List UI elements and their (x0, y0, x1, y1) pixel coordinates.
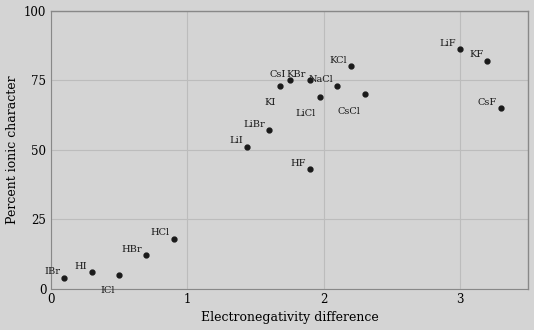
Text: HI: HI (75, 262, 88, 271)
Text: CsI: CsI (269, 70, 285, 79)
Text: CsF: CsF (478, 98, 497, 107)
Text: LiBr: LiBr (243, 120, 265, 129)
Text: KI: KI (264, 98, 276, 107)
X-axis label: Electronegativity difference: Electronegativity difference (201, 312, 379, 324)
Text: CsCl: CsCl (337, 107, 360, 116)
Text: LiCl: LiCl (295, 109, 316, 118)
Text: HF: HF (290, 159, 306, 168)
Text: LiF: LiF (439, 39, 456, 48)
Text: IBr: IBr (44, 267, 60, 276)
Text: ICl: ICl (100, 286, 115, 295)
Text: HBr: HBr (121, 245, 142, 254)
Text: NaCl: NaCl (309, 75, 333, 84)
Y-axis label: Percent ionic character: Percent ionic character (5, 75, 19, 224)
Text: HCl: HCl (150, 228, 169, 237)
Text: KCl: KCl (329, 56, 347, 65)
Text: KBr: KBr (286, 70, 306, 79)
Text: LiI: LiI (229, 137, 243, 146)
Text: KF: KF (469, 50, 483, 59)
